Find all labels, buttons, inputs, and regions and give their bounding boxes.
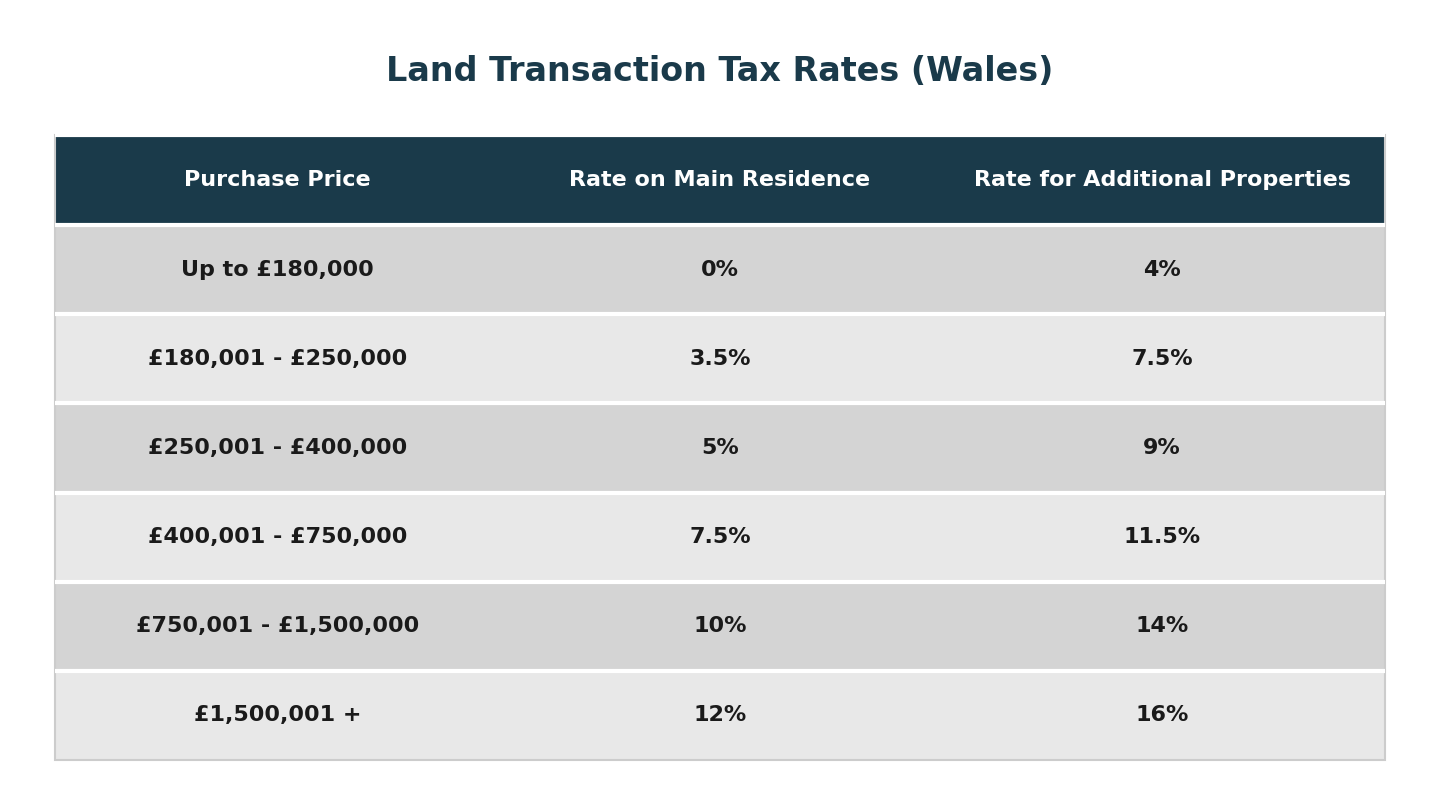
Text: £400,001 - £750,000: £400,001 - £750,000 — [148, 527, 408, 547]
Bar — [501, 314, 939, 403]
Text: Land Transaction Tax Rates (Wales): Land Transaction Tax Rates (Wales) — [386, 55, 1054, 88]
Bar — [939, 493, 1385, 582]
Bar — [501, 135, 939, 225]
Bar — [501, 582, 939, 671]
Text: Rate on Main Residence: Rate on Main Residence — [569, 170, 871, 190]
Bar — [501, 671, 939, 760]
Bar — [55, 403, 501, 493]
Bar — [939, 135, 1385, 225]
Text: Purchase Price: Purchase Price — [184, 170, 372, 190]
Bar — [939, 314, 1385, 403]
Text: 7.5%: 7.5% — [1132, 349, 1192, 369]
Text: Rate for Additional Properties: Rate for Additional Properties — [973, 170, 1351, 190]
Bar — [501, 403, 939, 493]
Bar — [939, 225, 1385, 314]
Text: 9%: 9% — [1143, 438, 1181, 458]
Bar — [501, 493, 939, 582]
Text: 5%: 5% — [701, 438, 739, 458]
Text: Up to £180,000: Up to £180,000 — [181, 259, 374, 279]
Text: 10%: 10% — [693, 616, 747, 636]
Text: 12%: 12% — [694, 706, 746, 726]
Bar — [939, 671, 1385, 760]
Text: 0%: 0% — [701, 259, 739, 279]
Text: £1,500,001 +: £1,500,001 + — [194, 706, 361, 726]
Text: £250,001 - £400,000: £250,001 - £400,000 — [148, 438, 408, 458]
Bar — [55, 314, 501, 403]
Text: £180,001 - £250,000: £180,001 - £250,000 — [148, 349, 408, 369]
Text: 4%: 4% — [1143, 259, 1181, 279]
Bar — [55, 493, 501, 582]
Text: 7.5%: 7.5% — [690, 527, 750, 547]
Bar — [501, 225, 939, 314]
Bar — [55, 225, 501, 314]
Text: 11.5%: 11.5% — [1123, 527, 1201, 547]
Bar — [55, 582, 501, 671]
Bar — [55, 671, 501, 760]
Text: 3.5%: 3.5% — [690, 349, 750, 369]
Text: £750,001 - £1,500,000: £750,001 - £1,500,000 — [137, 616, 419, 636]
Text: 14%: 14% — [1136, 616, 1189, 636]
Bar — [55, 135, 1385, 760]
Bar — [55, 135, 501, 225]
Bar — [939, 582, 1385, 671]
Text: 16%: 16% — [1136, 706, 1189, 726]
Bar — [939, 403, 1385, 493]
